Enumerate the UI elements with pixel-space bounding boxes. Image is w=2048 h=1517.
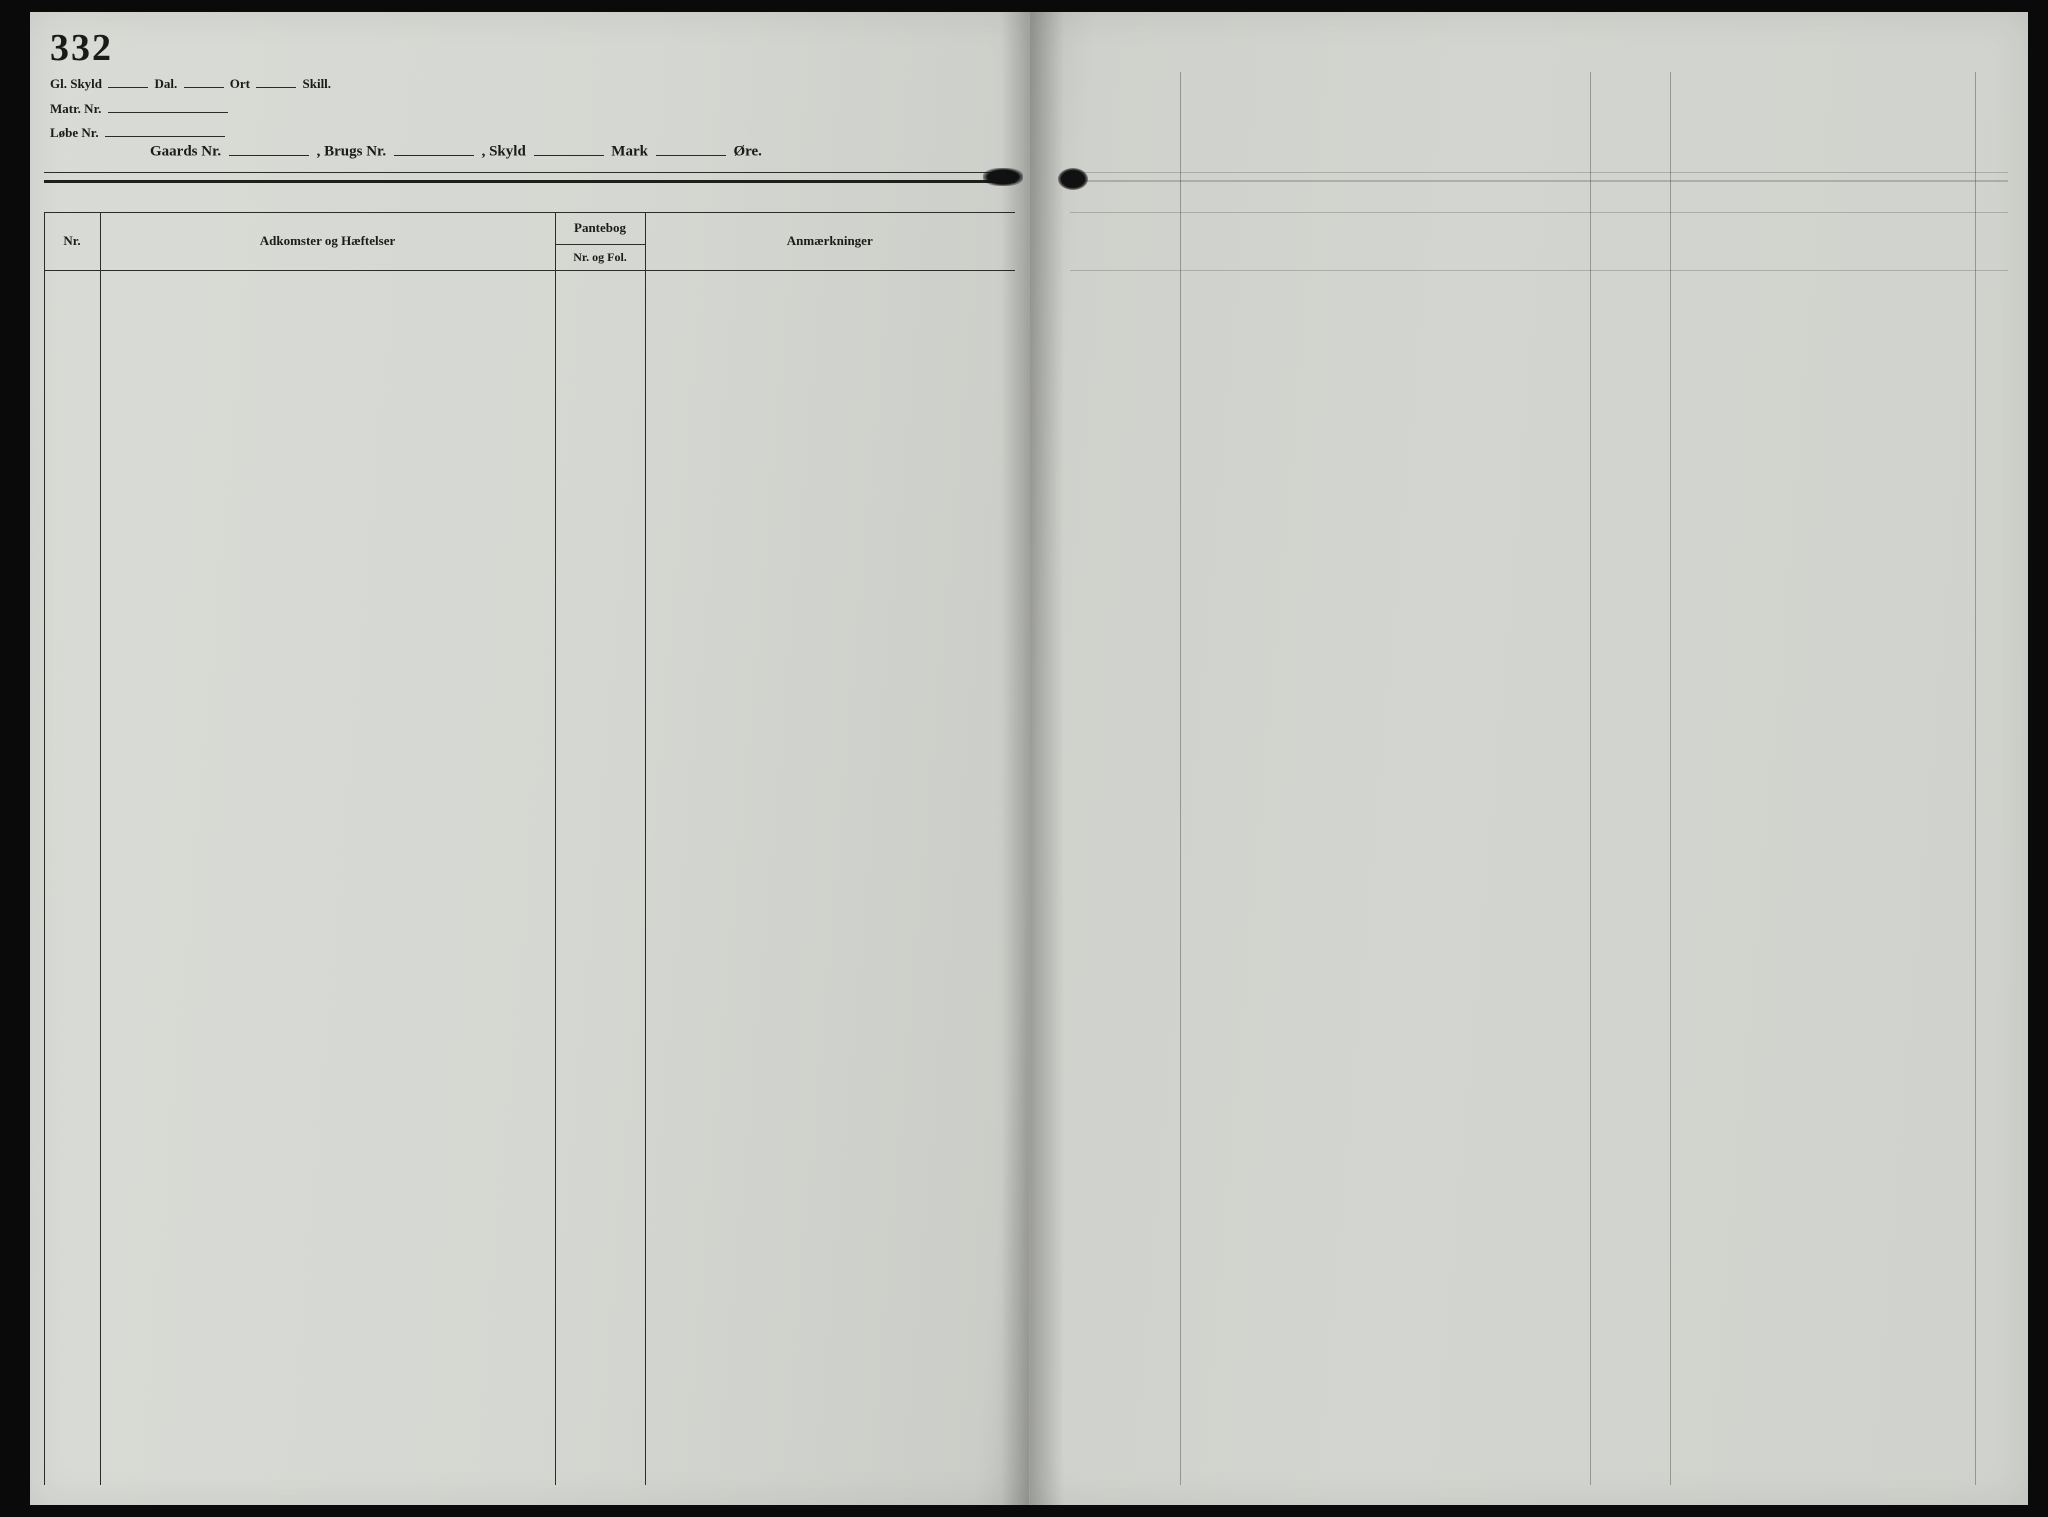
col-nr: Nr. — [44, 212, 100, 270]
rule-head-bot — [44, 270, 1015, 271]
blank-field — [394, 142, 474, 156]
faint-rule — [1070, 212, 2009, 213]
header-meta: Gl. Skyld Dal. Ort Skill. Matr. Nr. Løbe… — [50, 72, 331, 146]
vrule — [44, 212, 45, 1485]
vrule — [100, 212, 101, 1485]
rule-thick — [44, 180, 1015, 183]
faint-rule — [1070, 180, 2009, 182]
book: 332 Gl. Skyld Dal. Ort Skill. Matr. Nr. … — [30, 12, 2028, 1505]
rule-thin — [44, 172, 1015, 173]
meta-label-matr: Matr. Nr. — [50, 97, 101, 122]
meta-row-matr: Matr. Nr. — [50, 97, 331, 122]
page-left: 332 Gl. Skyld Dal. Ort Skill. Matr. Nr. … — [30, 12, 1030, 1505]
col-pantebog: Pantebog — [555, 212, 645, 244]
col-pantebog-sub: Nr. og Fol. — [555, 244, 645, 270]
blank-field — [256, 76, 296, 88]
meta-unit-dal: Dal. — [155, 72, 178, 97]
property-line: Gaards Nr. , Brugs Nr. , Skyld Mark Øre. — [150, 142, 762, 161]
blank-field — [229, 142, 309, 156]
faint-vrule — [1670, 72, 1671, 1485]
table-header: Nr. Adkomster og Hæftelser Pantebog Nr. … — [44, 212, 1015, 270]
meta-label-lobe: Løbe Nr. — [50, 121, 99, 146]
blank-field — [105, 126, 225, 138]
vrule — [645, 212, 646, 1485]
faint-vrule — [1180, 72, 1181, 1485]
prop-brugs: , Brugs Nr. — [317, 144, 386, 160]
page-number: 332 — [50, 26, 113, 70]
prop-skyld: , Skyld — [482, 144, 526, 160]
meta-unit-ort: Ort — [230, 72, 250, 97]
blank-field — [656, 142, 726, 156]
faint-rule — [1070, 270, 2009, 271]
vrule — [555, 212, 556, 1485]
meta-row-skyld: Gl. Skyld Dal. Ort Skill. — [50, 72, 331, 97]
gutter-shadow — [1030, 12, 1064, 1505]
blank-field — [108, 101, 228, 113]
blank-field — [184, 76, 224, 88]
prop-ore: Øre. — [733, 144, 761, 160]
binding-hole — [1058, 168, 1088, 190]
meta-label-gl-skyld: Gl. Skyld — [50, 72, 102, 97]
prop-gaards: Gaards Nr. — [150, 144, 221, 160]
scanned-book-spread: 332 Gl. Skyld Dal. Ort Skill. Matr. Nr. … — [0, 0, 2048, 1517]
blank-field — [108, 76, 148, 88]
faint-vrule — [1975, 72, 1976, 1485]
col-anm: Anmærkninger — [645, 212, 1015, 270]
rule-pantebog-mid — [555, 244, 645, 245]
faint-rule — [1070, 172, 2009, 173]
blank-field — [534, 142, 604, 156]
meta-unit-skill: Skill. — [303, 72, 332, 97]
binding-mark — [983, 168, 1023, 186]
prop-mark: Mark — [611, 144, 648, 160]
faint-vrule — [1590, 72, 1591, 1485]
page-right — [1030, 12, 2029, 1505]
col-adkomster: Adkomster og Hæftelser — [100, 212, 555, 270]
